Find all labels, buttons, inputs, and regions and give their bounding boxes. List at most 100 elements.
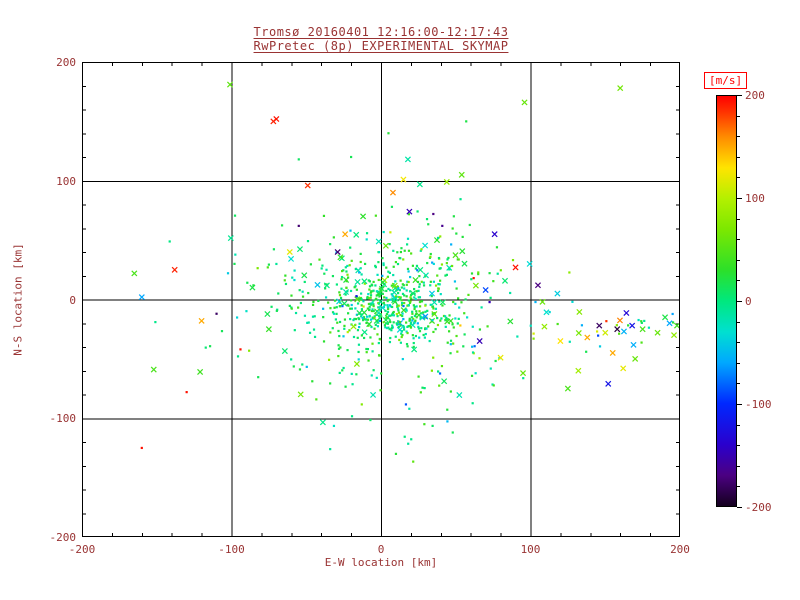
scatter-point-dot xyxy=(407,280,410,284)
scatter-point-dot xyxy=(423,336,426,339)
colorbar-tick xyxy=(737,280,740,281)
scatter-point-dot xyxy=(369,302,372,305)
scatter-point-x xyxy=(379,279,386,286)
scatter-point-dot xyxy=(354,317,358,321)
scatter-point-dot xyxy=(327,301,330,304)
scatter-point-dot xyxy=(366,297,369,300)
scatter-point-dot xyxy=(356,302,360,305)
scatter-point-dot xyxy=(350,415,354,418)
colorbar-tick xyxy=(737,219,740,220)
scatter-point-x xyxy=(150,366,157,373)
scatter-point-dot xyxy=(409,322,412,325)
scatter-point-dot xyxy=(456,322,459,325)
scatter-point-dot xyxy=(410,316,413,319)
scatter-point-dot xyxy=(445,316,448,320)
scatter-point-x xyxy=(670,332,678,339)
scatter-point-dot xyxy=(424,310,427,313)
scatter-point-dot xyxy=(312,328,316,331)
scatter-point-dot xyxy=(429,303,432,306)
scatter-point-dot xyxy=(390,205,394,208)
colorbar-tick xyxy=(737,116,740,117)
scatter-point-dot xyxy=(353,286,356,289)
scatter-point-dot xyxy=(346,348,349,352)
scatter-point-dot xyxy=(437,256,441,260)
scatter-point-dot xyxy=(387,307,390,310)
scatter-point-dot xyxy=(368,305,371,308)
scatter-point-dot xyxy=(357,358,360,361)
scatter-point-dot xyxy=(394,335,397,338)
scatter-point-dot xyxy=(372,309,375,313)
scatter-point-dot xyxy=(290,294,293,297)
scatter-point-dot xyxy=(407,299,410,302)
scatter-point-x xyxy=(361,278,368,285)
scatter-point-dot xyxy=(347,312,350,315)
scatter-point-dot xyxy=(488,300,491,304)
scatter-point-dot xyxy=(383,324,387,327)
scatter-point-dot xyxy=(477,271,480,274)
scatter-point-dot xyxy=(402,258,405,261)
scatter-point-dot xyxy=(297,158,300,161)
scatter-point-dot xyxy=(448,314,451,317)
scatter-point-dot xyxy=(511,258,515,262)
scatter-point-dot xyxy=(359,315,363,318)
scatter-point-dot xyxy=(437,282,440,286)
scatter-point-dot xyxy=(400,335,403,339)
scatter-point-dot xyxy=(380,315,383,318)
scatter-point-dot xyxy=(297,224,300,227)
scatter-point-dot xyxy=(402,324,405,328)
scatter-point-dot xyxy=(371,342,374,345)
scatter-point-dot xyxy=(406,345,409,348)
scatter-point-dot xyxy=(376,333,379,336)
scatter-point-dot xyxy=(408,407,411,410)
scatter-point-dot xyxy=(392,321,395,324)
scatter-point-dot xyxy=(422,281,425,284)
scatter-point-dot xyxy=(313,335,317,338)
scatter-point-dot xyxy=(371,290,374,293)
scatter-point-x xyxy=(406,208,413,215)
scatter-point-dot xyxy=(349,246,352,249)
scatter-point-dot xyxy=(451,227,454,230)
scatter-point-dot xyxy=(439,319,442,322)
scatter-point-dot xyxy=(370,309,373,313)
colorbar-tick xyxy=(737,260,740,261)
scatter-point-dot xyxy=(396,304,399,307)
scatter-point-dot xyxy=(432,356,435,359)
scatter-point-dot xyxy=(357,350,360,354)
scatter-point-dot xyxy=(320,267,323,270)
colorbar-tick xyxy=(737,322,740,323)
scatter-point-dot xyxy=(324,287,327,290)
scatter-point-x xyxy=(575,367,582,374)
scatter-point-dot xyxy=(414,267,417,270)
scatter-point-dot xyxy=(406,280,409,283)
scatter-point-x xyxy=(501,277,509,284)
scatter-point-dot xyxy=(290,307,293,310)
scatter-point-x xyxy=(377,298,384,305)
scatter-point-dot xyxy=(392,273,395,277)
scatter-point-dot xyxy=(452,300,455,304)
scatter-point-dot xyxy=(415,290,418,293)
scatter-point-x xyxy=(411,346,418,353)
scatter-point-dot xyxy=(492,280,495,283)
scatter-point-dot xyxy=(366,318,370,321)
scatter-point-dot xyxy=(362,305,365,308)
scatter-point-dot xyxy=(431,261,434,264)
scatter-point-dot xyxy=(352,318,355,322)
scatter-point-x xyxy=(482,286,489,294)
scatter-point-dot xyxy=(365,351,368,354)
scatter-point-x xyxy=(417,266,424,273)
scatter-point-dot xyxy=(372,303,375,306)
scatter-point-dot xyxy=(431,319,434,322)
scatter-point-dot xyxy=(399,250,402,254)
scatter-point-dot xyxy=(492,384,495,387)
scatter-point-dot xyxy=(365,318,368,321)
scatter-point-dot xyxy=(342,335,345,338)
scatter-point-dot xyxy=(233,262,236,265)
scatter-point-dot xyxy=(342,269,345,272)
scatter-point-dot xyxy=(305,365,308,368)
scatter-point-dot xyxy=(378,319,382,323)
scatter-point-x xyxy=(461,260,468,267)
scatter-point-dot xyxy=(342,366,345,370)
scatter-point-dot xyxy=(333,306,336,309)
scatter-point-dot xyxy=(407,304,410,307)
scatter-point-dot xyxy=(315,398,318,401)
